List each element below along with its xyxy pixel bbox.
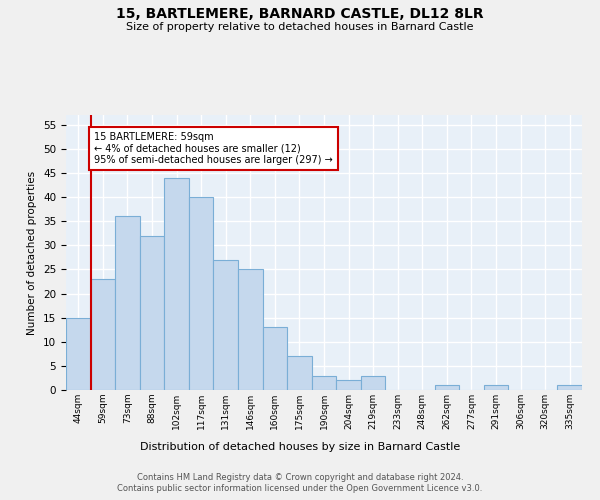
Bar (115, 216, 140, 390)
Bar (336, 380, 361, 390)
Bar (140, 236, 164, 390)
Text: Contains public sector information licensed under the Open Government Licence v3: Contains public sector information licen… (118, 484, 482, 493)
Y-axis label: Number of detached properties: Number of detached properties (28, 170, 37, 334)
Bar (164, 178, 189, 390)
Text: Distribution of detached houses by size in Barnard Castle: Distribution of detached houses by size … (140, 442, 460, 452)
Bar (214, 260, 238, 390)
Bar (263, 328, 287, 390)
Bar (484, 385, 508, 390)
Bar (189, 197, 214, 390)
Text: Size of property relative to detached houses in Barnard Castle: Size of property relative to detached ho… (126, 22, 474, 32)
Bar (287, 356, 312, 390)
Bar (66, 318, 91, 390)
Text: Contains HM Land Registry data © Crown copyright and database right 2024.: Contains HM Land Registry data © Crown c… (137, 472, 463, 482)
Bar (557, 385, 582, 390)
Text: 15, BARTLEMERE, BARNARD CASTLE, DL12 8LR: 15, BARTLEMERE, BARNARD CASTLE, DL12 8LR (116, 8, 484, 22)
Bar (91, 279, 115, 390)
Bar (361, 376, 385, 390)
Bar (312, 376, 336, 390)
Text: 15 BARTLEMERE: 59sqm
← 4% of detached houses are smaller (12)
95% of semi-detach: 15 BARTLEMERE: 59sqm ← 4% of detached ho… (94, 132, 333, 165)
Bar (434, 385, 459, 390)
Bar (238, 270, 263, 390)
